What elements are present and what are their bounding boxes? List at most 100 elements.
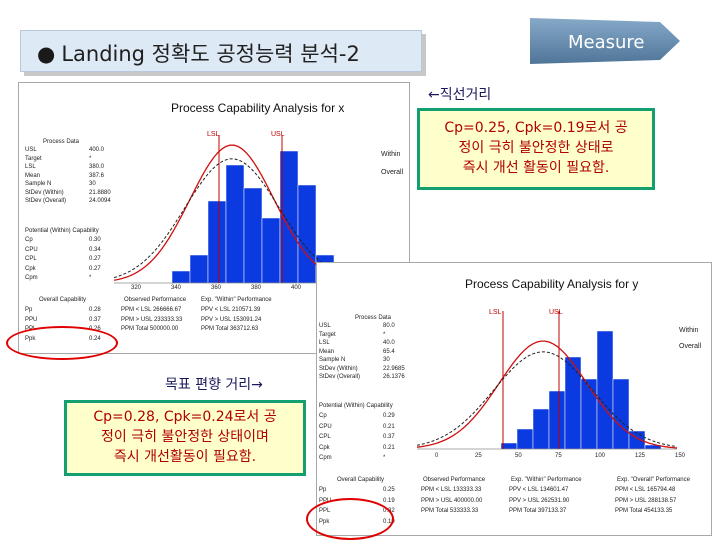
chart-x-process-value: 30 bbox=[89, 181, 96, 187]
chart-y-process-value: 22.9685 bbox=[383, 365, 405, 372]
chart-y-tick-label: 125 bbox=[635, 453, 646, 459]
chart-x-tick-label: 320 bbox=[131, 285, 142, 291]
left-conclusion-box: Cp=0.28, Cpk=0.24로서 공 정이 극히 불안정한 상태이며 즉시 개… bbox=[64, 400, 306, 476]
chart-y-process-key: StDev (Within) bbox=[319, 365, 358, 372]
chart-x-process-value: 380.0 bbox=[89, 164, 105, 170]
chart-x-process-key: StDev (Overall) bbox=[25, 198, 67, 204]
chart-x-bar bbox=[189, 254, 209, 284]
chart-y-process-value: 65.4 bbox=[383, 348, 395, 355]
chart-x-potential-key: Cp bbox=[25, 237, 33, 243]
right-conclusion-line: 즉시 개선 활동이 필요함. bbox=[462, 160, 610, 176]
chart-y-process-key: StDev (Overall) bbox=[319, 374, 361, 380]
measure-label: Measure bbox=[568, 32, 645, 53]
right-conclusion-text: Cp=0.25, Cpk=0.19로서 공 정이 극히 불안정한 상태로 즉시 개선… bbox=[420, 111, 652, 178]
chart-y-bar bbox=[580, 378, 598, 450]
chart-y-process-key: Target bbox=[319, 331, 336, 338]
slide-title-bar: ● Landing 정확도 공정능력 분석-2 bbox=[20, 30, 422, 72]
chart-y-observed-line: PPM > USL 400000.00 bbox=[421, 497, 483, 504]
chart-y-tick-label: 100 bbox=[595, 453, 606, 459]
chart-y-overall-key: Pp bbox=[319, 487, 327, 493]
chart-x-potential-value: 0.27 bbox=[89, 256, 101, 262]
chart-x-bar bbox=[225, 164, 245, 284]
chart-y-potential-key: CPU bbox=[319, 423, 332, 430]
chart-y-potential-value: 0.37 bbox=[383, 434, 395, 440]
chart-y-bar bbox=[516, 428, 534, 450]
chart-x-process-value: 21.8880 bbox=[89, 189, 111, 196]
chart-y-observed-title: Observed Performance bbox=[423, 477, 486, 483]
chart-y-overall-curve bbox=[417, 351, 678, 448]
left-conclusion-text: Cp=0.28, Cpk=0.24로서 공 정이 극히 불안정한 상태이며 즉시 개… bbox=[67, 403, 303, 467]
ppk-highlight-oval bbox=[6, 326, 118, 360]
chart-y-exp-within-title: Exp. "Within" Performance bbox=[511, 477, 582, 483]
chart-x-process-key: LSL bbox=[25, 164, 36, 170]
chart-x-observed-line: PPM > USL 233333.33 bbox=[121, 316, 183, 323]
chart-y-bar bbox=[596, 330, 614, 450]
chart-x-exp-within-line: PPM Total 363712.63 bbox=[201, 326, 259, 332]
chart-x-bar bbox=[261, 217, 281, 284]
chart-y-overall-value: 0.19 bbox=[383, 497, 395, 504]
chart-y-tick-label: 25 bbox=[475, 453, 482, 459]
chart-y-legend-within: Within bbox=[679, 327, 699, 334]
chart-x-bar bbox=[171, 270, 191, 284]
chart-x-usl-label: USL bbox=[271, 131, 285, 138]
right-conclusion-line: Cp=0.25, Cpk=0.19로서 공 bbox=[444, 120, 628, 136]
chart-x-tick-label: 400 bbox=[291, 285, 302, 291]
measure-tab-shape bbox=[530, 18, 680, 64]
chart-y-usl-label: USL bbox=[549, 309, 563, 316]
chart-y-tick-label: 50 bbox=[515, 453, 522, 459]
ppk-highlight-oval-y bbox=[306, 498, 394, 540]
chart-y-process-key: USL bbox=[319, 323, 331, 329]
chart-y-potential-key: Cpk bbox=[319, 444, 330, 451]
chart-x-potential-value: 0.34 bbox=[89, 246, 101, 253]
chart-y-exp-within-line: PPV < LSL 134601.47 bbox=[509, 487, 569, 493]
chart-x-tick-label: 380 bbox=[251, 285, 262, 291]
chart-x-overall-value: 0.28 bbox=[89, 307, 101, 313]
chart-x-potential-value: * bbox=[89, 275, 92, 281]
chart-y-bar bbox=[532, 408, 550, 450]
chart-y-histogram bbox=[417, 311, 678, 450]
chart-x-potential-value: 0.27 bbox=[89, 265, 101, 272]
chart-y-process-value: 80.0 bbox=[383, 323, 395, 329]
chart-y-process-key: LSL bbox=[319, 340, 330, 346]
chart-y-process-value: 30 bbox=[383, 357, 390, 363]
target-bias-note: 목표 편향 거리→ bbox=[165, 377, 263, 393]
chart-y-tick-label: 150 bbox=[675, 453, 686, 459]
chart-y-process-value: 26.1376 bbox=[383, 374, 405, 380]
chart-x-process-value: 24.0094 bbox=[89, 198, 111, 204]
chart-y-process-data-title: Process Data bbox=[355, 315, 392, 321]
chart-x-overall-key: PPU bbox=[25, 316, 38, 323]
chart-y-exp-within-line: PPV > USL 262531.90 bbox=[509, 497, 570, 504]
chart-y-bar bbox=[612, 378, 630, 450]
chart-y-title: Process Capability Analysis for y bbox=[465, 277, 639, 291]
chart-y-exp-overall-title: Exp. "Overall" Performance bbox=[617, 477, 690, 483]
chart-x-potential-key: Cpk bbox=[25, 265, 36, 272]
chart-x-legend-overall: Overall bbox=[381, 169, 404, 176]
straight-distance-note: ←직선거리 bbox=[428, 87, 492, 103]
chart-x-process-key: USL bbox=[25, 147, 37, 153]
slide-title: ● Landing 정확도 공정능력 분석-2 bbox=[37, 38, 360, 68]
chart-y-observed-line: PPM Total 533333.33 bbox=[421, 508, 479, 514]
chart-x-exp-within-title: Exp. "Within" Performance bbox=[201, 297, 272, 303]
chart-x-observed-line: PPM < LSL 266666.67 bbox=[121, 307, 182, 313]
chart-y-exp-overall-line: PPM Total 454133.35 bbox=[615, 508, 673, 514]
bullet-icon: ● bbox=[37, 42, 56, 66]
chart-x-potential-key: CPU bbox=[25, 246, 38, 253]
chart-x-legend-within: Within bbox=[381, 151, 401, 158]
chart-y-exp-overall-line: PPM < LSL 165794.48 bbox=[615, 487, 676, 493]
chart-y-process-value: * bbox=[383, 331, 386, 338]
chart-x-process-key: StDev (Within) bbox=[25, 189, 64, 196]
chart-y-overall-title: Overall Capability bbox=[337, 477, 385, 483]
chart-x-process-key: Target bbox=[25, 155, 42, 162]
chart-x-observed-title: Observed Performance bbox=[124, 297, 187, 303]
chart-x-exp-within-line: PPV > USL 153091.24 bbox=[201, 316, 262, 323]
slide-title-text: Landing 정확도 공정능력 분석-2 bbox=[61, 42, 360, 66]
chart-y-tick-label: 0 bbox=[435, 453, 439, 459]
chart-x-overall-key: Pp bbox=[25, 307, 33, 313]
chart-x-process-value: 387.6 bbox=[89, 172, 105, 179]
left-conclusion-line: 즉시 개선활동이 필요함. bbox=[113, 449, 257, 465]
chart-y-potential-key: Cp bbox=[319, 413, 327, 419]
chart-x-potential-title: Potential (Within) Capability bbox=[25, 228, 99, 234]
chart-x-process-data-title: Process Data bbox=[43, 139, 80, 145]
chart-y-legend-overall: Overall bbox=[679, 343, 702, 350]
capability-chart-y: Process Capability Analysis for y Proces… bbox=[316, 262, 712, 536]
